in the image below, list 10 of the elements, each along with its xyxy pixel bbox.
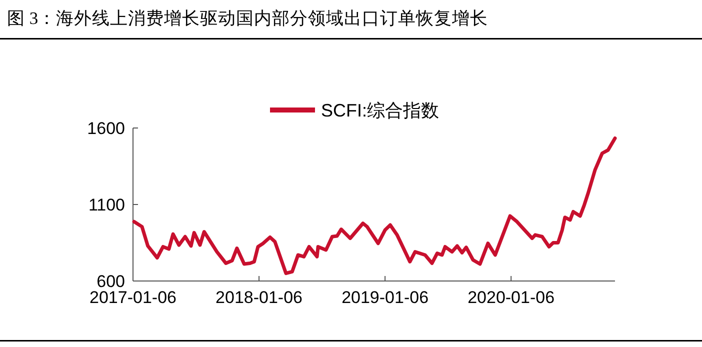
x-tick-label: 2017-01-06 [90, 288, 176, 307]
y-tick-label: 600 [96, 272, 125, 291]
y-tick-label: 1600 [87, 118, 125, 138]
x-tick-label: 2018-01-06 [216, 288, 303, 307]
chart-title: 图 3：海外线上消费增长驱动国内部分领域出口订单恢复增长 [7, 8, 488, 28]
line-series [132, 136, 617, 276]
x-tick-label: 2019-01-06 [342, 288, 429, 307]
y-tick-label: 1100 [88, 195, 125, 214]
legend-label: SCFI:综合指数 [321, 100, 440, 120]
x-tick-label: 2020-01-06 [468, 288, 555, 307]
